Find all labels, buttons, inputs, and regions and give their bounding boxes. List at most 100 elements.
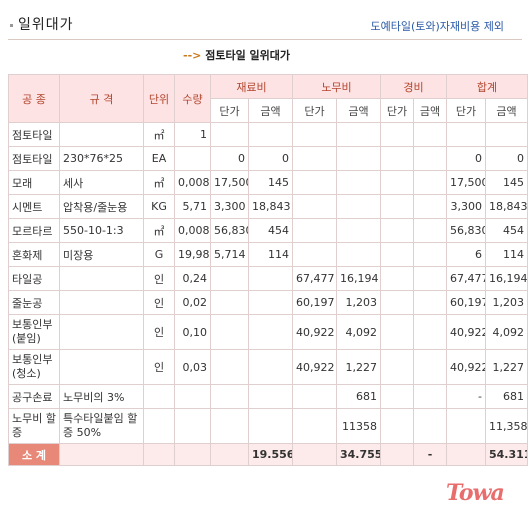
table-cell: 114 xyxy=(248,242,293,267)
row-gyugyeok: 노무비의 3% xyxy=(59,384,144,409)
table-cell: 60,197 xyxy=(292,290,337,315)
table-cell: 1,203 xyxy=(485,290,528,315)
table-cell xyxy=(413,290,447,315)
table-cell: 19,98 xyxy=(174,242,211,267)
sub-header-danga: 단가 xyxy=(210,98,249,123)
table-cell xyxy=(292,170,337,195)
table-cell: 681 xyxy=(485,384,528,409)
row-kongjong: 혼화제 xyxy=(8,242,60,267)
table-cell xyxy=(248,290,293,315)
table-row: 줄눈공 인 0,02 60,197 1,203 60,197 1,203 xyxy=(8,290,528,315)
table-cell xyxy=(336,146,381,171)
sub-header-geumaek: 금액 xyxy=(336,98,381,123)
table-cell xyxy=(380,384,414,409)
table-cell: 0,24 xyxy=(174,266,211,291)
row-gyugyeok xyxy=(59,290,144,315)
table-cell xyxy=(174,146,211,171)
table-cell xyxy=(210,122,249,147)
table-cell: 145 xyxy=(248,170,293,195)
row-kongjong: 점토타일 xyxy=(8,146,60,171)
table-cell: 0,008 xyxy=(174,218,211,243)
table-row: 공구손료 노무비의 3% 681-681 xyxy=(8,384,528,409)
table-cell: 454 xyxy=(485,218,528,243)
table-cell xyxy=(413,218,447,243)
row-kongjong: 보통인부(청소) xyxy=(8,349,60,385)
table-cell: 18,843 xyxy=(485,194,528,219)
row-kongjong: 줄눈공 xyxy=(8,290,60,315)
table-cell xyxy=(248,266,293,291)
row-danwi xyxy=(143,384,175,409)
table-cell xyxy=(413,408,447,444)
table-cell xyxy=(380,349,414,385)
row-danwi: 인 xyxy=(143,349,175,385)
table-cell xyxy=(292,122,337,147)
table-cell: 454 xyxy=(248,218,293,243)
table-cell: 0 xyxy=(485,146,528,171)
table-cell: 0 xyxy=(248,146,293,171)
table-cell xyxy=(210,266,249,291)
table-row: 점토타일 ㎡ 1 xyxy=(8,122,528,147)
table-cell: 17,500 xyxy=(446,170,486,195)
table-cell: 67,477 xyxy=(292,266,337,291)
table-cell: 0 xyxy=(446,146,486,171)
row-danwi: ㎥ xyxy=(143,218,175,243)
sub-header-geumaek: 금액 xyxy=(485,98,528,123)
table-cell: 6 xyxy=(446,242,486,267)
table-cell xyxy=(174,443,211,466)
table-cell xyxy=(292,218,337,243)
row-gyugyeok: 세사 xyxy=(59,170,144,195)
table-cell xyxy=(292,242,337,267)
section-heading: --> 점토타일 일위대가 xyxy=(183,47,290,63)
row-kongjong: 점토타일 xyxy=(8,122,60,147)
row-danwi: 인 xyxy=(143,290,175,315)
table-row: 혼화제 미장용 G 19,98 5,714 114 6 114 xyxy=(8,242,528,267)
table-cell xyxy=(143,443,175,466)
total-gyeong: - xyxy=(413,443,447,466)
table-cell: 0,02 xyxy=(174,290,211,315)
table-cell xyxy=(380,314,414,350)
table-cell xyxy=(380,194,414,219)
table-cell: 1,203 xyxy=(336,290,381,315)
table-cell: 16,194 xyxy=(336,266,381,291)
table-cell xyxy=(413,146,447,171)
table-cell: 681 xyxy=(336,384,381,409)
table-cell: 3,300 xyxy=(446,194,486,219)
table-cell xyxy=(413,194,447,219)
table-row: 보통인부(붙임) 인 0,10 40,922 4,092 40,922 4,092 xyxy=(8,314,528,350)
table-cell xyxy=(248,384,293,409)
table-cell xyxy=(380,122,414,147)
row-gyugyeok xyxy=(59,266,144,291)
table-cell: 60,197 xyxy=(446,290,486,315)
sub-header-danga: 단가 xyxy=(380,98,414,123)
table-cell: 56,830 xyxy=(210,218,249,243)
table-cell xyxy=(210,408,249,444)
table-cell xyxy=(380,242,414,267)
row-kongjong: 보통인부(붙임) xyxy=(8,314,60,350)
table-cell: 1 xyxy=(174,122,211,147)
row-gyugyeok: 압착용/줄눈용 xyxy=(59,194,144,219)
row-gyugyeok xyxy=(59,314,144,350)
sub-header-geumaek: 금액 xyxy=(248,98,293,123)
page-subtitle: 도예타일(토와)자재비용 제외 xyxy=(370,20,504,33)
total-jaeryo: 19.556 xyxy=(248,443,293,466)
table-cell xyxy=(446,122,486,147)
total-nomu: 34.755 xyxy=(336,443,381,466)
arrow-icon: --> xyxy=(183,49,202,62)
table-cell xyxy=(485,122,528,147)
row-kongjong: 모르타르 xyxy=(8,218,60,243)
table-cell xyxy=(380,408,414,444)
table-cell xyxy=(380,290,414,315)
table-cell xyxy=(292,384,337,409)
col-header-suryang: 수량 xyxy=(174,74,211,123)
row-kongjong: 공구손료 xyxy=(8,384,60,409)
table-cell: 16,194 xyxy=(485,266,528,291)
table-cell: 0,10 xyxy=(174,314,211,350)
table-cell xyxy=(413,384,447,409)
total-label: 소 계 xyxy=(8,443,60,466)
col-header-gyugyeok: 규 격 xyxy=(59,74,144,123)
row-kongjong: 모래 xyxy=(8,170,60,195)
table-row: 시멘트 압착용/줄눈용 KG 5,71 3,300 18,843 3,300 18,843 xyxy=(8,194,528,219)
table-cell xyxy=(174,384,211,409)
